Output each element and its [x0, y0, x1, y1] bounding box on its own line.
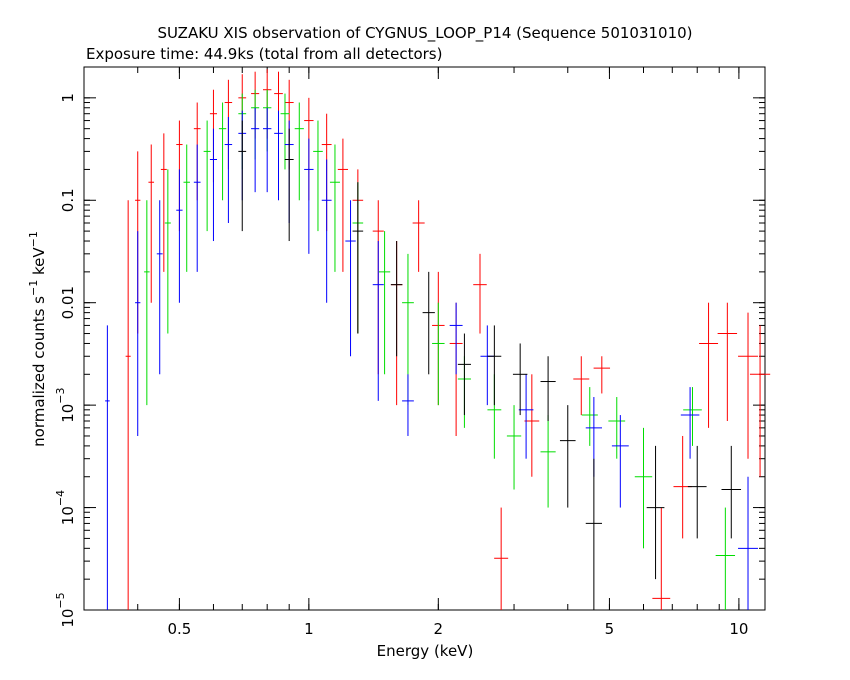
plot-frame: [83, 66, 766, 611]
chart-subtitle: Exposure time: 44.9ks (total from all de…: [86, 45, 442, 63]
x-tick-label: 5: [605, 620, 615, 638]
x-tick-label: 2: [434, 620, 444, 638]
y-tick-label: 10−4: [54, 490, 77, 525]
y-tick-label: 10−3: [54, 387, 77, 422]
y-tick-label: 1: [59, 93, 77, 103]
spectrum-series: [105, 69, 771, 610]
y-tick-label: 0.01: [59, 286, 77, 319]
x-tick-label: 1: [304, 620, 314, 638]
x-axis-label: Energy (keV): [377, 642, 474, 660]
y-tick-label: 10−5: [54, 592, 77, 627]
y-tick-label: 0.1: [59, 188, 77, 212]
y-axis-ticks: 1 0.1 0.01 10−3 10−4 10−5: [54, 66, 765, 628]
spectrum-series-group: [238, 120, 742, 610]
y-axis-label: normalized counts s−1 keV−1: [27, 231, 48, 447]
spectrum-series-group: [144, 89, 736, 610]
x-tick-label: 0.5: [167, 620, 191, 638]
chart-title: SUZAKU XIS observation of CYGNUS_LOOP_P1…: [157, 24, 692, 43]
spectrum-series-group: [105, 107, 758, 610]
x-axis-ticks: 0.5 1 2 5 10: [83, 67, 748, 638]
x-tick-label: 10: [729, 620, 748, 638]
